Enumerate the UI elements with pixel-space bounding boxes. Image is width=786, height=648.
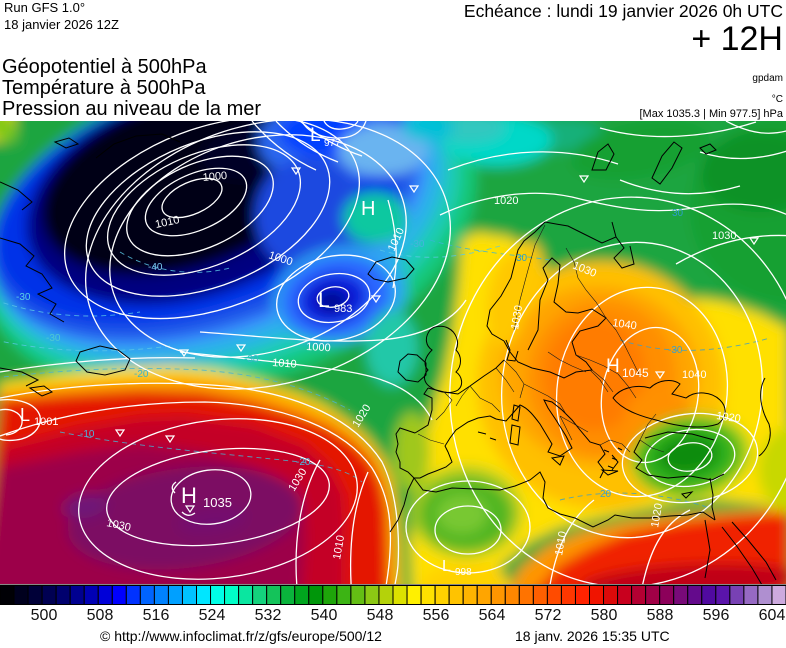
svg-text:-20: -20 (296, 457, 311, 468)
svg-text:1020: 1020 (716, 410, 742, 425)
svg-text:1001: 1001 (34, 416, 58, 428)
svg-text:998: 998 (455, 567, 472, 578)
svg-text:-30: -30 (16, 292, 31, 303)
svg-text:1045: 1045 (622, 366, 649, 380)
svg-text:-30: -30 (668, 345, 683, 356)
svg-text:1040: 1040 (612, 317, 638, 332)
svg-text:20: 20 (600, 489, 612, 500)
svg-text:L: L (442, 558, 451, 575)
svg-text:H: H (181, 483, 197, 508)
svg-text:1000: 1000 (202, 170, 227, 184)
svg-text:-30: -30 (46, 333, 61, 344)
svg-text:L: L (20, 405, 30, 425)
svg-text:1010: 1010 (553, 530, 569, 556)
svg-text:1010: 1010 (331, 534, 347, 560)
svg-text:1020: 1020 (494, 195, 518, 207)
svg-text:H: H (606, 356, 620, 377)
svg-text:-30: -30 (244, 354, 259, 365)
svg-text:1020: 1020 (649, 502, 665, 528)
svg-text:977: 977 (324, 138, 341, 149)
svg-text:1040: 1040 (682, 369, 706, 381)
svg-text:-10: -10 (80, 429, 95, 440)
svg-text:L: L (310, 125, 321, 146)
svg-text:1035: 1035 (203, 495, 232, 510)
svg-text:983: 983 (334, 303, 352, 315)
svg-text:1030: 1030 (712, 230, 736, 242)
svg-text:1030: 1030 (509, 304, 525, 330)
svg-text:1030: 1030 (105, 517, 131, 534)
svg-text:1000: 1000 (306, 341, 331, 354)
svg-text:-20: -20 (134, 369, 149, 380)
svg-text:1010: 1010 (272, 357, 297, 371)
svg-text:30: 30 (516, 253, 528, 264)
svg-text:H: H (361, 198, 375, 220)
svg-text:L: L (318, 289, 330, 312)
svg-text:1010: 1010 (154, 214, 180, 231)
svg-text:-40: -40 (148, 262, 163, 273)
svg-text:-30: -30 (410, 239, 425, 250)
svg-text:30: 30 (672, 208, 684, 219)
